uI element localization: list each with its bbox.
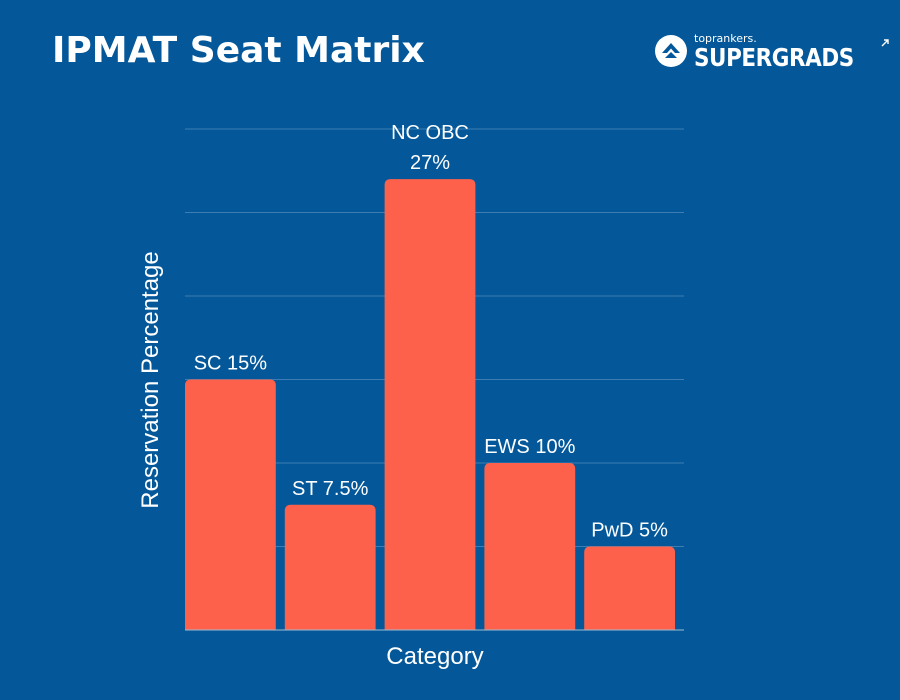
bar-st [284, 504, 376, 630]
logo-subtext: toprankers. [694, 32, 757, 45]
logo-mark-icon [655, 35, 687, 67]
data-label: PwD 5% [591, 520, 668, 542]
data-label: ST 7.5% [292, 478, 369, 500]
bar-sc [185, 379, 276, 630]
bar-ews [484, 463, 576, 630]
bar-pwd [584, 546, 675, 630]
data-label: EWS 10% [484, 436, 575, 458]
bars [185, 179, 675, 630]
brand-logo: toprankers. SUPERGRADS [654, 32, 894, 74]
data-label: 27% [410, 152, 450, 174]
data-label-category: NC OBC [391, 122, 469, 144]
logo-wordmark: SUPERGRADS [694, 43, 854, 72]
x-axis-label: Category [386, 643, 483, 670]
data-label: SC 15% [194, 353, 268, 375]
chart-title: IPMAT Seat Matrix [52, 30, 425, 71]
data-labels: SC 15% ST 7.5% 27% NC OBC EWS 10% PwD 5% [194, 122, 668, 541]
arrow-up-right-icon [881, 39, 889, 47]
y-axis-label: Reservation Percentage [137, 251, 164, 508]
bar-nc-obc [384, 179, 476, 630]
